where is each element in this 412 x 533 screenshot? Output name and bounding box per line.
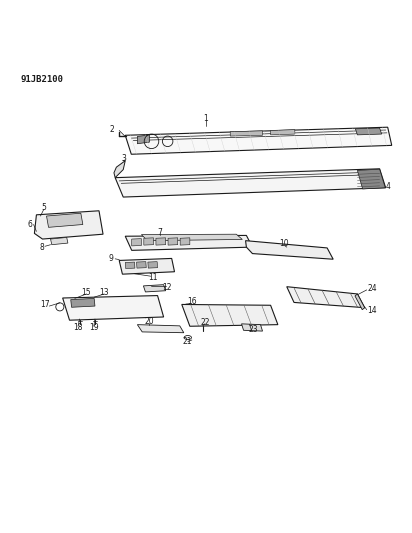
Text: 11: 11 [148,273,157,282]
Text: 2: 2 [110,125,115,134]
Text: 7: 7 [157,228,162,237]
Polygon shape [355,294,365,310]
Text: 8: 8 [39,243,44,252]
Polygon shape [125,236,253,251]
Polygon shape [51,237,68,245]
Polygon shape [71,298,95,308]
Text: 22: 22 [200,318,210,327]
Polygon shape [34,211,103,239]
Polygon shape [137,325,184,333]
Polygon shape [168,238,178,245]
Polygon shape [63,296,164,320]
Text: 23: 23 [249,325,258,334]
Polygon shape [125,262,135,269]
Polygon shape [356,128,382,135]
Polygon shape [357,169,385,189]
Polygon shape [132,239,141,246]
Text: 3: 3 [121,154,126,163]
Polygon shape [156,238,166,245]
Text: 13: 13 [99,288,109,297]
Text: 1: 1 [204,114,208,123]
Polygon shape [125,127,392,154]
Polygon shape [287,287,365,308]
Text: 15: 15 [82,288,91,297]
Text: 9: 9 [109,254,114,263]
Text: 17: 17 [40,300,50,309]
Polygon shape [137,135,150,144]
Polygon shape [182,304,278,326]
Polygon shape [143,285,166,292]
Text: 14: 14 [368,306,377,316]
Text: 18: 18 [73,324,83,333]
Polygon shape [246,241,333,259]
Polygon shape [119,259,175,274]
Polygon shape [47,213,83,228]
Text: 91JB2100: 91JB2100 [20,75,63,84]
Polygon shape [114,161,125,177]
Text: 24: 24 [368,284,377,293]
Polygon shape [241,324,262,331]
Text: 19: 19 [89,324,98,333]
Polygon shape [144,238,154,245]
Text: 5: 5 [41,204,46,213]
Text: 20: 20 [145,317,154,326]
Polygon shape [271,130,295,135]
Text: 4: 4 [385,182,390,191]
Text: 12: 12 [162,284,171,293]
Text: 6: 6 [27,220,32,229]
Polygon shape [230,131,262,136]
Text: 16: 16 [187,297,197,306]
Polygon shape [136,262,146,268]
Text: 10: 10 [279,239,288,248]
Polygon shape [115,169,386,197]
Polygon shape [148,262,157,268]
Polygon shape [141,234,242,241]
Polygon shape [180,238,190,245]
Text: 21: 21 [183,337,192,346]
